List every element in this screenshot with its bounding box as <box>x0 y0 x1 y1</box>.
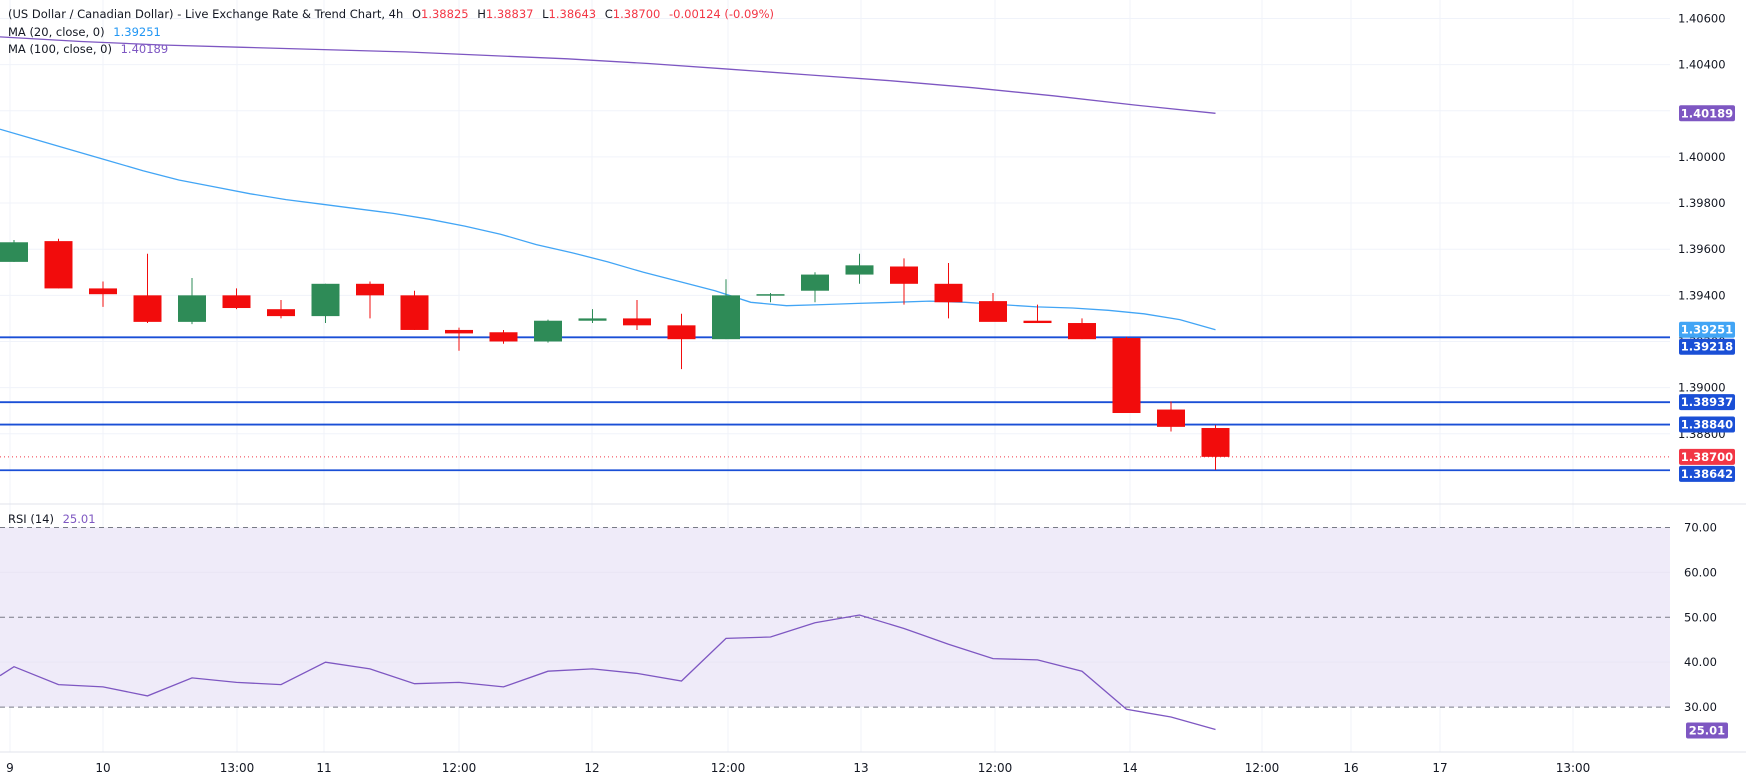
price-axis-tag-text: 1.39218 <box>1681 340 1733 354</box>
price-axis-tag-text: 1.38937 <box>1681 395 1733 409</box>
candle-body <box>623 318 651 326</box>
time-tick-label: 13:00 <box>220 761 255 775</box>
low-value: 1.38643 <box>548 7 597 21</box>
price-axis-tag <box>1679 105 1735 122</box>
time-tick-label: 14 <box>1122 761 1137 775</box>
candle-body <box>1068 323 1096 340</box>
rsi-tick-label: 40.00 <box>1684 655 1717 669</box>
ma100-value: 1.40189 <box>120 42 169 56</box>
candle-body <box>667 325 696 340</box>
time-tick-label: 10 <box>95 761 110 775</box>
price-axis-tag <box>1679 465 1735 482</box>
ma20-value: 1.39251 <box>113 25 161 39</box>
ma20-legend[interactable]: MA (20, close, 0) 1.39251 <box>8 25 166 39</box>
ma20-label: MA (20, close, 0) <box>8 25 105 39</box>
chart-header-legend: (US Dollar / Canadian Dollar) - Live Exc… <box>8 7 779 21</box>
rsi-tick-label: 70.00 <box>1684 520 1717 534</box>
symbol-title: (US Dollar / Canadian Dollar) - Live Exc… <box>8 7 404 21</box>
time-tick-label: 13:00 <box>1556 761 1591 775</box>
close-value: 1.38700 <box>612 7 661 21</box>
candle-body <box>756 294 785 296</box>
candle-body <box>1157 409 1185 427</box>
candle-body <box>178 295 206 322</box>
candle-body <box>934 283 963 303</box>
candle-body <box>979 301 1007 322</box>
price-axis-tag <box>1679 416 1735 433</box>
candle-body <box>1201 428 1230 457</box>
candle-body <box>578 318 607 321</box>
rsi-label: RSI (14) <box>8 512 54 526</box>
ma100-label: MA (100, close, 0) <box>8 42 112 56</box>
rsi-value: 25.01 <box>62 512 96 526</box>
price-tick-label: 1.40000 <box>1678 150 1726 164</box>
candle-body <box>267 309 295 317</box>
high-label: H <box>477 7 486 21</box>
time-tick-label: 12:00 <box>442 761 477 775</box>
candle-body <box>311 283 340 317</box>
candle-body <box>801 274 829 291</box>
candle-body <box>44 241 73 289</box>
candle-body <box>222 295 251 309</box>
open-value: 1.38825 <box>421 7 469 21</box>
price-axis-tag-text: 1.40189 <box>1681 106 1733 120</box>
time-tick-label: 12:00 <box>1245 761 1280 775</box>
candle-body <box>400 295 429 330</box>
rsi-tick-label: 50.00 <box>1684 610 1717 624</box>
close-label: C <box>604 7 613 21</box>
candle-body <box>1023 320 1052 324</box>
change-value: -0.00124 (-0.09%) <box>669 7 775 21</box>
candle-body <box>845 265 874 275</box>
rsi-line <box>0 614 1216 731</box>
low-label: L <box>542 7 549 21</box>
price-axis-tag-text: 1.38642 <box>1681 467 1733 481</box>
price-axis-tag <box>1679 394 1735 411</box>
price-axis-tag <box>1679 338 1735 355</box>
open-label: O <box>411 7 422 21</box>
candle-body <box>133 295 162 322</box>
time-tick-label: 12:00 <box>978 761 1013 775</box>
rsi-legend[interactable]: RSI (14) 25.01 <box>8 512 101 526</box>
time-tick-label: 11 <box>316 761 331 775</box>
price-axis-tag-text: 1.38700 <box>1681 450 1733 464</box>
ma20-line <box>0 128 1216 331</box>
candle-body <box>489 332 518 342</box>
price-axis-tag-text: 1.38840 <box>1681 418 1733 432</box>
price-axis-tag <box>1679 448 1735 465</box>
candle-body <box>0 242 28 262</box>
time-tick-label: 17 <box>1432 761 1447 775</box>
time-tick-label: 12:00 <box>711 761 746 775</box>
time-tick-label: 16 <box>1343 761 1358 775</box>
rsi-tick-label: 30.00 <box>1684 700 1717 714</box>
rsi-value-tag-text: 25.01 <box>1689 724 1725 738</box>
price-tick-label: 1.39600 <box>1678 242 1726 256</box>
price-tick-label: 1.39400 <box>1678 288 1726 302</box>
candle-body <box>712 295 740 340</box>
high-value: 1.38837 <box>485 7 534 21</box>
ma100-line <box>0 36 1216 114</box>
rsi-value-tag <box>1686 722 1728 739</box>
price-tick-label: 1.40400 <box>1678 58 1726 72</box>
candle-body <box>1112 338 1141 414</box>
candle-body <box>445 329 473 334</box>
candle-body <box>890 266 918 284</box>
price-axis-tag-text: 1.39251 <box>1681 323 1733 337</box>
price-axis-tag <box>1679 321 1735 338</box>
rsi-tick-label: 60.00 <box>1684 565 1717 579</box>
time-tick-label: 12 <box>584 761 599 775</box>
ma100-legend[interactable]: MA (100, close, 0) 1.40189 <box>8 42 173 56</box>
time-tick-label: 9 <box>6 761 14 775</box>
candle-body <box>356 283 384 296</box>
price-tick-label: 1.39800 <box>1678 196 1726 210</box>
price-tick-label: 1.40600 <box>1678 11 1726 25</box>
candle-body <box>89 288 117 295</box>
candle-body <box>534 320 562 342</box>
price-tick-label: 1.39000 <box>1678 381 1726 395</box>
time-tick-label: 13 <box>853 761 868 775</box>
rsi-band <box>0 527 1670 708</box>
